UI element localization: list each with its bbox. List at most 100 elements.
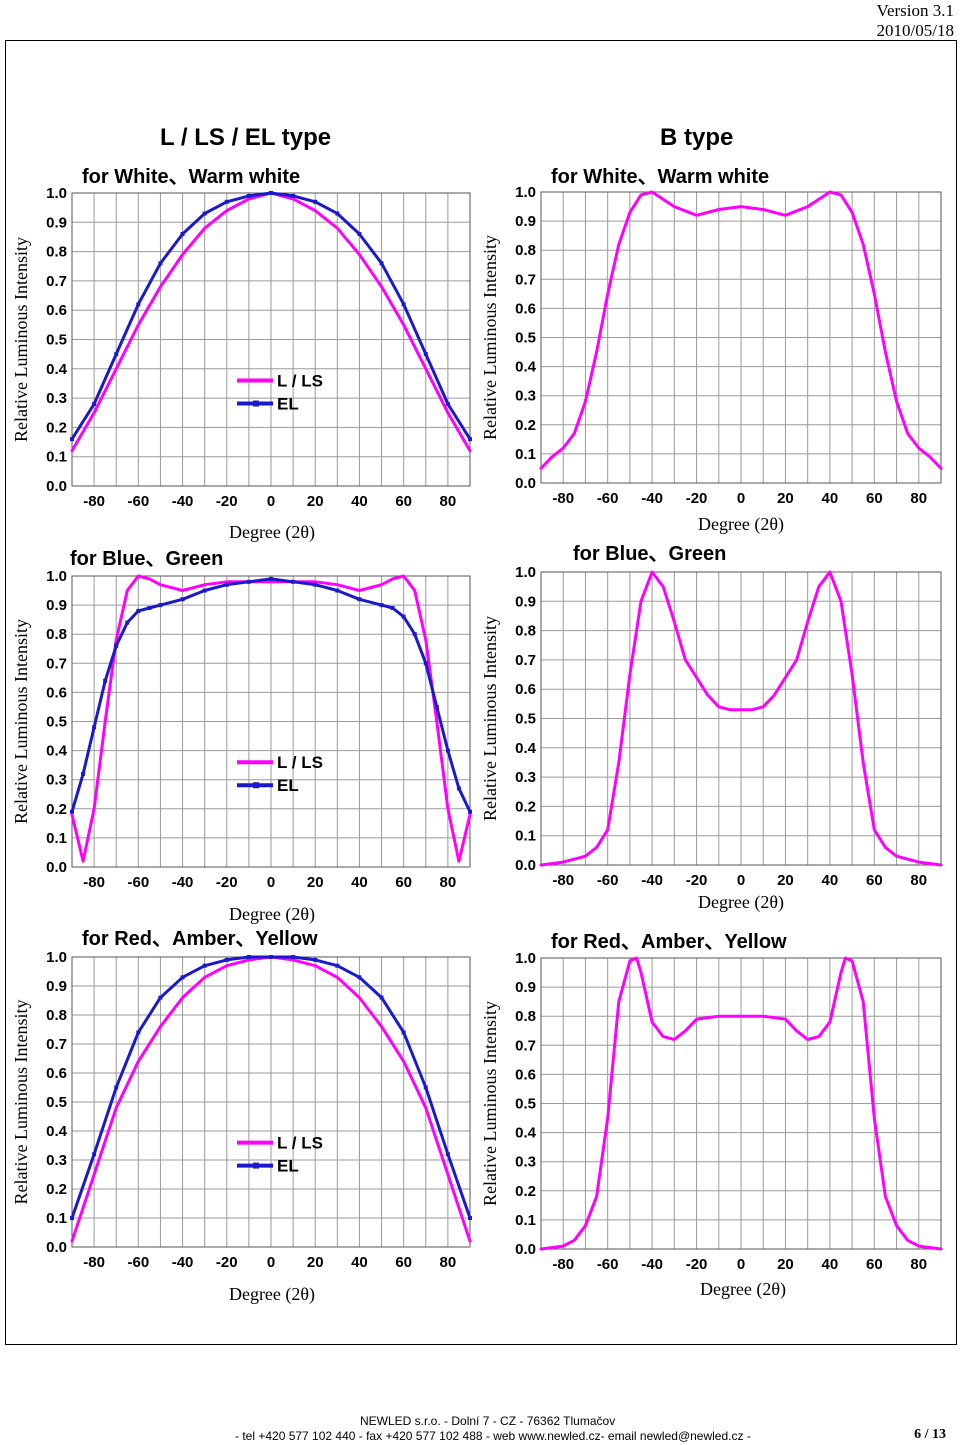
legend-label-el: EL: [277, 1157, 299, 1176]
x-tick-label: 0: [737, 872, 745, 889]
series-line: [539, 190, 943, 470]
y-tick-label: 1.0: [515, 564, 536, 581]
y-axis-label: Relative Luminous Intensity: [11, 619, 31, 824]
y-tick-label: 0.0: [515, 475, 536, 492]
series-el-point: [180, 597, 185, 602]
y-axis-label: Relative Luminous Intensity: [480, 616, 500, 821]
series-el-point: [92, 1152, 97, 1157]
chart-6: [539, 956, 943, 1251]
legend-label-el: EL: [277, 776, 299, 795]
series-el-point: [136, 1030, 141, 1035]
x-tick-label: 60: [395, 1254, 412, 1271]
legend-marker-el: [253, 1162, 259, 1169]
series-el-point: [390, 606, 395, 611]
y-tick-label: 0.9: [515, 979, 536, 996]
x-tick-label: 80: [440, 1254, 457, 1271]
y-tick-label: 0.3: [515, 1154, 536, 1171]
x-tick-label: 20: [307, 1254, 324, 1271]
x-tick-label: 80: [910, 490, 927, 507]
x-tick-label: 20: [307, 493, 324, 510]
series-el-point: [401, 614, 406, 619]
y-tick-label: 0.1: [46, 1210, 67, 1227]
series-el-point: [269, 576, 273, 581]
x-axis-label: Degree (2θ): [698, 892, 784, 913]
series-el-point: [158, 995, 163, 1000]
chart-2: [70, 574, 472, 868]
x-tick-label: 60: [395, 874, 412, 891]
series-el-point: [335, 963, 340, 968]
series-el-point: [423, 1085, 428, 1090]
series-el-point: [70, 437, 74, 442]
series-lls-line: [70, 574, 472, 863]
y-tick-label: 0.2: [515, 798, 536, 815]
series-el-point: [81, 771, 86, 776]
plot-area: [540, 571, 942, 866]
series-el-point: [70, 809, 74, 814]
x-tick-label: 80: [440, 874, 457, 891]
x-tick-label: 40: [822, 872, 839, 889]
y-axis-label: Relative Luminous Intensity: [11, 237, 31, 442]
x-axis-label: Degree (2θ): [698, 514, 784, 535]
series-el-point: [468, 1216, 472, 1220]
series-el-point: [445, 401, 450, 406]
y-tick-label: 0.0: [46, 859, 67, 876]
x-tick-label: -60: [597, 1256, 619, 1273]
x-tick-label: 60: [866, 1256, 883, 1273]
y-tick-label: 0.7: [515, 652, 536, 669]
chart-subtitle: for Red、Amber、Yellow: [551, 931, 787, 953]
series-el-point: [335, 211, 340, 216]
x-tick-label: -80: [552, 490, 574, 507]
y-axis-label: Relative Luminous Intensity: [480, 235, 500, 440]
series-el-point: [114, 643, 119, 648]
x-tick-label: 40: [822, 490, 839, 507]
x-tick-label: 60: [395, 493, 412, 510]
x-axis-label: Degree (2θ): [700, 1279, 786, 1300]
chart-subtitle: for Blue、Green: [573, 543, 726, 565]
y-tick-label: 0.2: [46, 1181, 67, 1198]
chart-subtitle: for Blue、Green: [70, 548, 223, 570]
x-tick-label: 40: [351, 493, 368, 510]
y-tick-label: 0.9: [515, 213, 536, 230]
chart-3: [70, 955, 472, 1248]
x-tick-label: -60: [127, 493, 149, 510]
series-el-point: [246, 579, 251, 584]
y-tick-label: 0.4: [515, 359, 537, 376]
x-tick-label: -20: [216, 874, 238, 891]
x-tick-label: -20: [686, 872, 708, 889]
footer-address: NEWLED s.r.o. - Dolní 7 - CZ - 76362 Tlu…: [360, 1414, 616, 1428]
y-tick-label: 0.8: [515, 1008, 536, 1025]
series-el-point: [224, 582, 229, 587]
x-tick-label: 80: [910, 1256, 927, 1273]
series-el-point: [246, 955, 251, 959]
series-el-point: [379, 603, 384, 608]
y-tick-label: 0.8: [515, 623, 536, 640]
y-tick-label: 0.8: [46, 244, 67, 261]
series-el-point: [136, 302, 141, 307]
y-tick-label: 1.0: [515, 184, 536, 201]
y-tick-label: 0.2: [515, 417, 536, 434]
right-section-title: B type: [660, 124, 733, 151]
series-el-point: [224, 199, 229, 204]
footer-contact: - tel +420 577 102 440 - fax +420 577 10…: [235, 1429, 751, 1443]
series-el-point: [92, 401, 97, 406]
series-el-point: [103, 678, 108, 683]
series-el-point: [468, 809, 472, 814]
y-tick-label: 0.3: [46, 772, 67, 789]
y-tick-label: 0.7: [515, 1037, 536, 1054]
y-tick-label: 0.4: [515, 1125, 537, 1142]
chart-subtitle: for White、Warm white: [551, 166, 769, 188]
y-tick-label: 1.0: [515, 950, 536, 967]
x-tick-label: -60: [597, 872, 619, 889]
series-el-point: [136, 608, 141, 613]
y-tick-label: 0.1: [515, 828, 536, 845]
legend-label-ls: L / LS: [277, 372, 323, 391]
series-el-point: [291, 955, 296, 959]
series-el-point: [357, 597, 362, 602]
y-tick-label: 0.7: [46, 655, 67, 672]
y-tick-label: 0.5: [515, 711, 536, 728]
series-el-point: [401, 1030, 406, 1035]
series-el-point: [202, 588, 207, 593]
series-el-point: [269, 955, 273, 959]
y-tick-label: 0.0: [515, 857, 536, 874]
